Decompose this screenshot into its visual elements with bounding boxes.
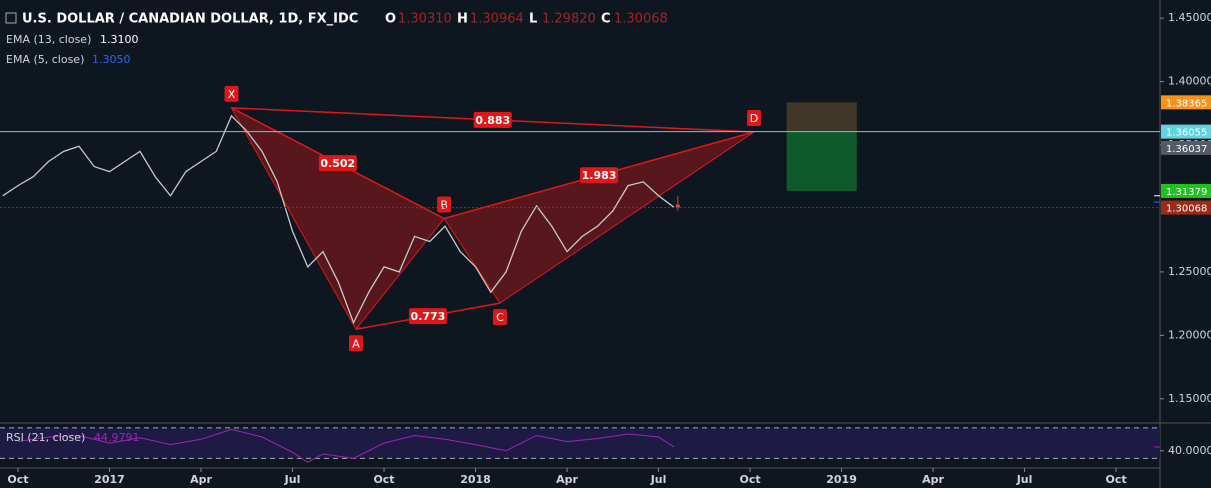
x-tick-label: Jul xyxy=(1016,473,1033,486)
chart-title: U.S. DOLLAR / CANADIAN DOLLAR, 1D, FX_ID… xyxy=(22,12,358,27)
ohlc-name: L xyxy=(529,12,537,27)
price-line xyxy=(2,114,675,325)
ratio-box xyxy=(580,167,619,184)
point-label: X xyxy=(228,88,236,101)
ohlc-value: 1.30310 xyxy=(398,12,452,27)
point-label: D xyxy=(750,112,758,125)
price-badge xyxy=(1161,183,1211,198)
point-box xyxy=(437,196,452,213)
ratio-label: 0.883 xyxy=(475,114,510,127)
y-tick-label: 1.15000 xyxy=(1168,392,1211,405)
point-box xyxy=(348,335,363,352)
rsi-band xyxy=(0,427,1160,459)
ohlc-value: 1.30964 xyxy=(470,12,524,27)
ratio-label: 0.502 xyxy=(320,157,355,170)
ohlc-name: O xyxy=(385,12,396,27)
x-tick-label: 2019 xyxy=(826,473,857,486)
price-badge-label: 1.36037 xyxy=(1166,144,1207,155)
x-tick-label: Oct xyxy=(739,473,760,486)
y-tick-label: 1.25000 xyxy=(1168,265,1211,278)
price-badge-label: 1.30068 xyxy=(1166,204,1207,215)
x-tick-label: Oct xyxy=(1106,473,1127,486)
ratio-box xyxy=(408,308,447,325)
price-badge-label: 1.31379 xyxy=(1166,187,1207,198)
ohlc-name: C xyxy=(601,12,611,27)
y-tick-label: 1.40000 xyxy=(1168,75,1211,88)
point-box xyxy=(747,109,762,126)
price-badge-label: 1.36055 xyxy=(1166,128,1207,139)
x-tick-label: Apr xyxy=(190,473,212,486)
collapse-icon[interactable] xyxy=(5,12,17,24)
rsi-name: RSI (21, close) xyxy=(6,431,85,444)
x-tick-label: Apr xyxy=(922,473,944,486)
price-badge xyxy=(1161,124,1211,139)
indicator-name: EMA (5, close) xyxy=(6,53,84,66)
price-badge-label: 1.38365 xyxy=(1166,98,1207,109)
point-box xyxy=(492,309,507,326)
x-tick-label: Jul xyxy=(284,473,301,486)
indicator-value: 1.3050 xyxy=(92,53,131,66)
ratio-box xyxy=(473,111,512,128)
indicator-value: 1.3100 xyxy=(100,33,139,46)
x-tick-label: 2018 xyxy=(460,473,491,486)
price-badge xyxy=(1161,200,1211,215)
price-badge xyxy=(1161,95,1211,110)
y-tick-label: 1.45000 xyxy=(1168,11,1211,24)
point-box xyxy=(224,85,239,102)
ohlc-value: 1.30068 xyxy=(614,12,668,27)
x-tick-label: Jul xyxy=(650,473,667,486)
stop-zone xyxy=(786,131,857,191)
ratio-box xyxy=(318,155,357,172)
ratio-label: 0.773 xyxy=(411,310,446,323)
point-label: C xyxy=(496,311,504,324)
rsi-line xyxy=(17,428,675,463)
price-badge xyxy=(1161,140,1211,155)
x-tick-label: Oct xyxy=(7,473,28,486)
y-tick-label: 1.20000 xyxy=(1168,328,1211,341)
ohlc-value: 1.29820 xyxy=(542,12,596,27)
rsi-y-tick-label: 40.0000 xyxy=(1168,444,1211,457)
ratio-label: 1.983 xyxy=(582,169,617,182)
point-label: A xyxy=(352,337,360,350)
indicator-name: EMA (13, close) xyxy=(6,33,91,46)
x-tick-label: 2017 xyxy=(94,473,125,486)
x-tick-label: Apr xyxy=(556,473,578,486)
rsi-value: 44.9791 xyxy=(94,431,140,444)
point-label: B xyxy=(440,198,448,211)
ohlc-name: H xyxy=(457,12,468,27)
candle-body xyxy=(675,204,680,208)
x-tick-label: Oct xyxy=(373,473,394,486)
target-zone xyxy=(786,102,857,132)
